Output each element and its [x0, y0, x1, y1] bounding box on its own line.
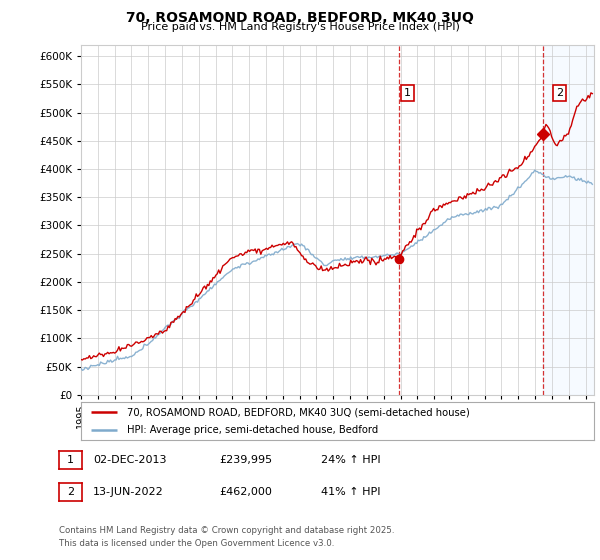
Text: Contains HM Land Registry data © Crown copyright and database right 2025.
This d: Contains HM Land Registry data © Crown c…: [59, 526, 394, 548]
Text: 1: 1: [67, 455, 74, 465]
Text: £239,995: £239,995: [219, 455, 272, 465]
Text: 13-JUN-2022: 13-JUN-2022: [93, 487, 164, 497]
Text: 70, ROSAMOND ROAD, BEDFORD, MK40 3UQ: 70, ROSAMOND ROAD, BEDFORD, MK40 3UQ: [126, 11, 474, 25]
Text: £462,000: £462,000: [219, 487, 272, 497]
Text: 2: 2: [67, 487, 74, 497]
Text: 41% ↑ HPI: 41% ↑ HPI: [321, 487, 380, 497]
Text: HPI: Average price, semi-detached house, Bedford: HPI: Average price, semi-detached house,…: [127, 424, 379, 435]
Bar: [542, 45, 600, 395]
Text: 02-DEC-2013: 02-DEC-2013: [93, 455, 167, 465]
Text: 24% ↑ HPI: 24% ↑ HPI: [321, 455, 380, 465]
Text: 1: 1: [404, 88, 411, 98]
Text: Price paid vs. HM Land Registry's House Price Index (HPI): Price paid vs. HM Land Registry's House …: [140, 22, 460, 32]
Text: 2: 2: [556, 88, 563, 98]
Text: 70, ROSAMOND ROAD, BEDFORD, MK40 3UQ (semi-detached house): 70, ROSAMOND ROAD, BEDFORD, MK40 3UQ (se…: [127, 407, 470, 417]
